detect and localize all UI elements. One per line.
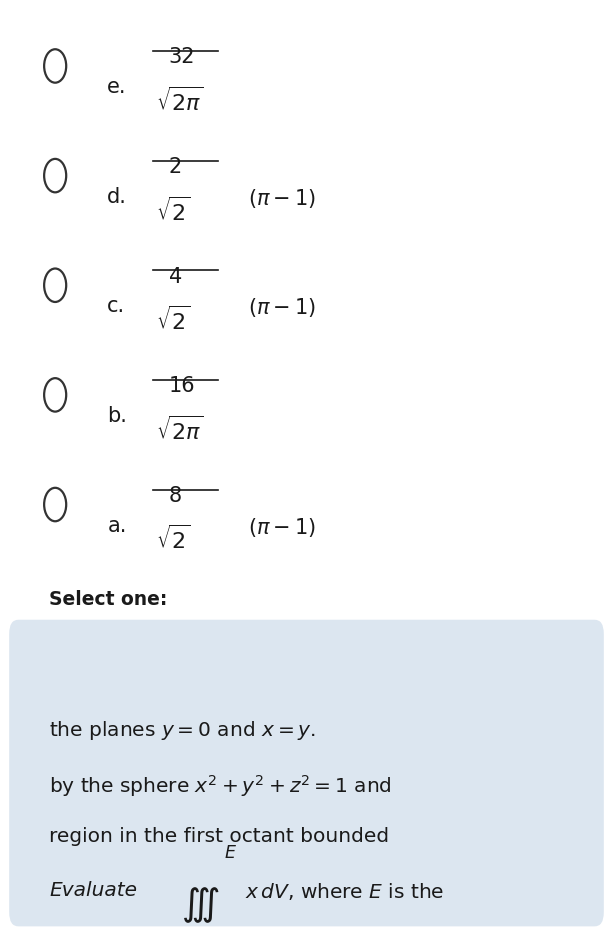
- Text: c.: c.: [107, 296, 126, 316]
- Text: 8: 8: [169, 486, 181, 506]
- Text: by the sphere $x^2 + y^2 + z^2 = 1$ and: by the sphere $x^2 + y^2 + z^2 = 1$ and: [49, 773, 392, 798]
- Text: $\iiint$: $\iiint$: [181, 885, 219, 925]
- Text: e.: e.: [107, 77, 127, 97]
- Text: $\sqrt{2\pi}$: $\sqrt{2\pi}$: [156, 415, 204, 444]
- Text: Evaluate: Evaluate: [49, 881, 137, 899]
- Text: a.: a.: [107, 516, 127, 536]
- Text: $\sqrt{2}$: $\sqrt{2}$: [156, 525, 191, 554]
- Text: region in the first octant bounded: region in the first octant bounded: [49, 827, 389, 846]
- Text: 16: 16: [169, 376, 195, 396]
- Text: $E$: $E$: [224, 843, 237, 862]
- FancyBboxPatch shape: [9, 620, 604, 927]
- Text: $x\,dV$, where $E$ is the: $x\,dV$, where $E$ is the: [245, 881, 444, 902]
- Text: $\sqrt{2\pi}$: $\sqrt{2\pi}$: [156, 86, 204, 115]
- Text: 32: 32: [169, 48, 195, 67]
- Text: 2: 2: [169, 157, 182, 177]
- Text: b.: b.: [107, 406, 127, 426]
- Text: 4: 4: [169, 266, 182, 287]
- Text: $(\pi - 1)$: $(\pi - 1)$: [248, 296, 316, 320]
- Text: Select one:: Select one:: [49, 590, 167, 609]
- Text: the planes $y = 0$ and $x = y$.: the planes $y = 0$ and $x = y$.: [49, 719, 316, 742]
- Text: $(\pi - 1)$: $(\pi - 1)$: [248, 516, 316, 539]
- Text: $\sqrt{2}$: $\sqrt{2}$: [156, 196, 191, 224]
- Text: $(\pi - 1)$: $(\pi - 1)$: [248, 187, 316, 209]
- Text: $\sqrt{2}$: $\sqrt{2}$: [156, 306, 191, 334]
- Text: d.: d.: [107, 187, 127, 207]
